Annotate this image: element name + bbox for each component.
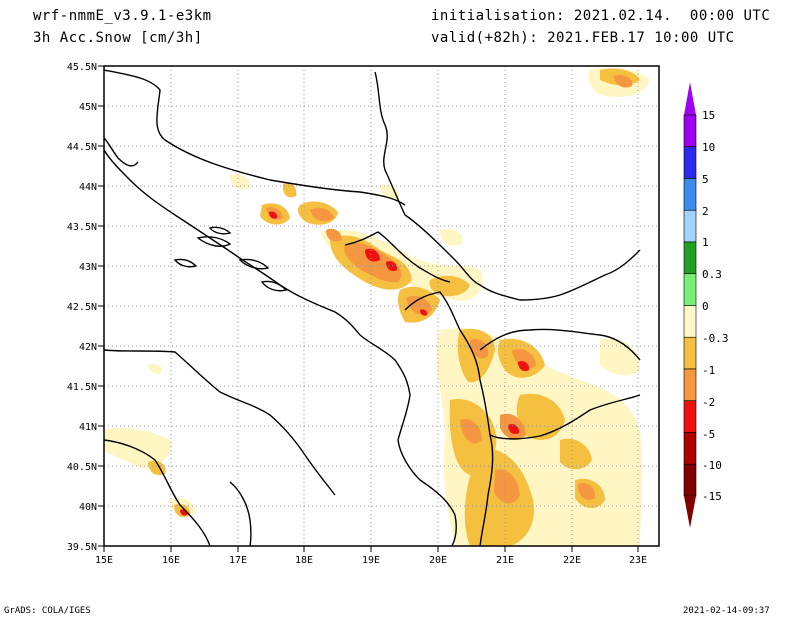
lat-label: 42.5N xyxy=(67,302,97,313)
lat-label: 41N xyxy=(79,422,97,433)
colorbar-segment xyxy=(683,336,697,370)
colorbar-segment xyxy=(683,146,697,179)
lon-label: 17E xyxy=(229,555,247,566)
init-time: initialisation: 2021.02.14. 00:00 UTC xyxy=(431,8,771,24)
lat-label: 40N xyxy=(79,502,97,513)
colorbar-segment xyxy=(683,209,697,243)
colorbar-segment xyxy=(683,114,697,148)
lon-label: 20E xyxy=(429,555,447,566)
colorbar-segment xyxy=(683,178,697,211)
colorbar-segment xyxy=(683,368,697,402)
lon-label: 18E xyxy=(295,555,313,566)
colorbar-label: -10 xyxy=(702,459,722,472)
colorbar-top-arrow xyxy=(684,82,696,115)
colorbar-label: -1 xyxy=(702,364,715,377)
lat-label: 39.5N xyxy=(67,542,97,553)
snow-field-layer xyxy=(104,68,650,546)
colorbar-label: 5 xyxy=(702,173,709,186)
colorbar-segment xyxy=(683,273,697,306)
lat-label: 42N xyxy=(79,342,97,353)
colorbar-segment xyxy=(683,241,697,275)
lat-label: 45.5N xyxy=(67,62,97,73)
lon-label: 19E xyxy=(362,555,380,566)
lat-label: 40.5N xyxy=(67,462,97,473)
lon-label: 21E xyxy=(496,555,514,566)
variable-name: 3h Acc.Snow [cm/3h] xyxy=(33,30,203,46)
lat-label: 45N xyxy=(79,102,97,113)
lon-label: 16E xyxy=(162,555,180,566)
colorbar-label: -0.3 xyxy=(702,332,729,345)
colorbar-label: 1 xyxy=(702,236,709,249)
coastlines-borders xyxy=(104,69,641,546)
colorbar-label: -5 xyxy=(702,428,715,441)
colorbar-label: 0 xyxy=(702,300,709,313)
lat-label: 43N xyxy=(79,262,97,273)
colorbar-segment xyxy=(683,432,697,465)
colorbar-segment xyxy=(683,400,697,433)
lon-label: 23E xyxy=(629,555,647,566)
lat-label: 44N xyxy=(79,182,97,193)
colorbar-segment xyxy=(683,305,697,338)
lon-label: 22E xyxy=(563,555,581,566)
colorbar-label: -15 xyxy=(702,490,722,503)
colorbar-label: 10 xyxy=(702,141,715,154)
colorbar-segment xyxy=(683,463,697,497)
footer-timestamp: 2021-02-14-09:37 xyxy=(683,606,770,616)
colorbar-label: 0.3 xyxy=(702,268,722,281)
lat-label: 43.5N xyxy=(67,222,97,233)
lat-label: 41.5N xyxy=(67,382,97,393)
model-name: wrf-nmmE_v3.9.1-e3km xyxy=(33,8,212,24)
colorbar-label: 2 xyxy=(702,205,709,218)
lat-label: 44.5N xyxy=(67,142,97,153)
tick-marks xyxy=(98,65,639,552)
colorbar-label: 15 xyxy=(702,109,715,122)
colorbar: 15 10 5 2 1 0.3 0 -0.3 -1 -2 -5 -10 -15 xyxy=(683,82,729,528)
colorbar-bottom-arrow xyxy=(684,496,696,528)
valid-time: valid(+82h): 2021.FEB.17 10:00 UTC xyxy=(431,30,735,46)
colorbar-label: -2 xyxy=(702,396,715,409)
footer-credit: GrADS: COLA/IGES xyxy=(4,606,91,616)
lon-label: 15E xyxy=(95,555,113,566)
